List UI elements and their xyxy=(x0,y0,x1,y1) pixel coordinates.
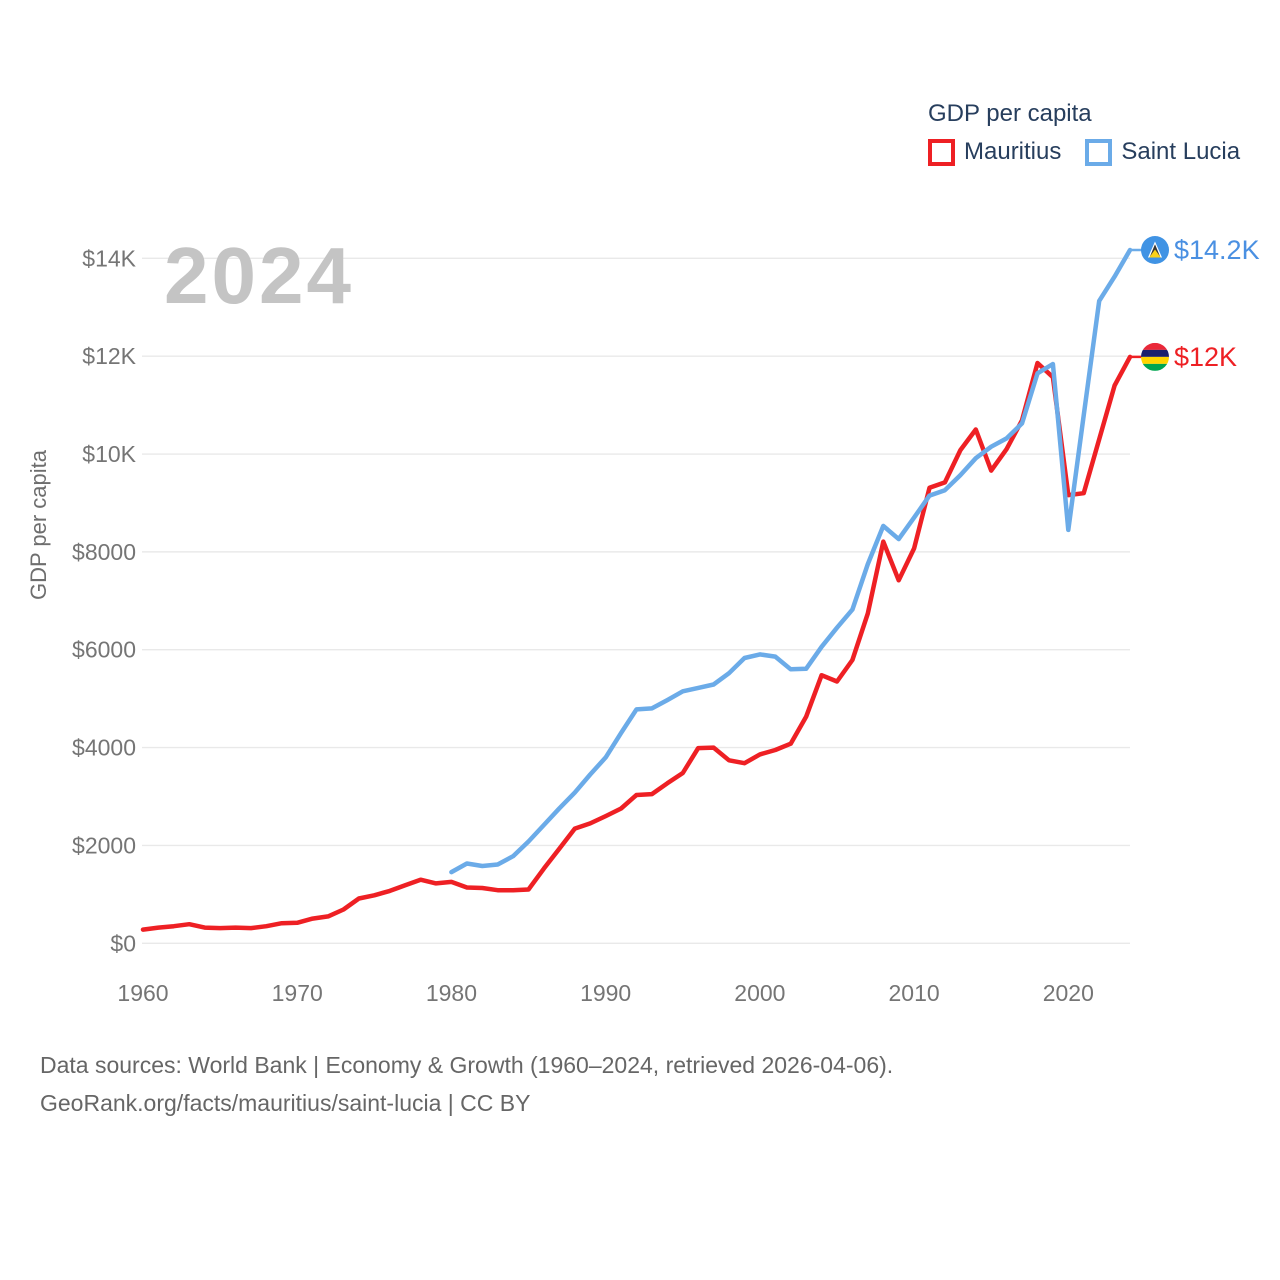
end-labels-layer: $14.2K $12K xyxy=(1141,235,1260,372)
legend: GDP per capita Mauritius Saint Lucia xyxy=(928,100,1264,166)
y-tick-label: $4000 xyxy=(72,735,136,761)
axis-layer: $0 $2000 $4000 $6000 $8000 $10K $12K $14K 1960 19… xyxy=(72,245,1094,1006)
y-tick-label: $6000 xyxy=(72,637,136,663)
legend-swatch-saint-lucia[interactable] xyxy=(1085,138,1113,166)
footer-attribution: GeoRank.org/facts/mauritius/saint-lucia … xyxy=(40,1090,531,1116)
mauritius-flag-icon xyxy=(1141,342,1169,371)
y-axis-title: GDP per capita xyxy=(26,449,51,600)
y-tick-label: $8000 xyxy=(72,539,136,565)
legend-label-mauritius[interactable]: Mauritius xyxy=(964,138,1062,165)
legend-label-saint-lucia[interactable]: Saint Lucia xyxy=(1121,138,1241,165)
gridlines-layer xyxy=(142,257,1130,944)
x-tick-label: 1980 xyxy=(426,980,477,1006)
x-tick-label: 2020 xyxy=(1043,980,1094,1006)
saint-lucia-flag-icon xyxy=(1141,236,1169,264)
end-value-saint-lucia: $14.2K xyxy=(1174,235,1260,265)
legend-title: GDP per capita xyxy=(928,100,1092,127)
legend-swatch-mauritius[interactable] xyxy=(928,138,955,166)
x-tick-label: 1960 xyxy=(117,980,168,1006)
x-tick-label: 2000 xyxy=(734,980,785,1006)
x-tick-label: 1970 xyxy=(272,980,323,1006)
end-value-mauritius: $12K xyxy=(1174,342,1237,372)
gdp-line-chart[interactable]: 2024 $0 $2000 $4000 $6000 $8000 $10K $12K $14K 1… xyxy=(0,0,1280,1030)
footer-data-sources: Data sources: World Bank | Economy & Gro… xyxy=(40,1052,894,1078)
x-tick-label: 2010 xyxy=(889,980,940,1006)
y-tick-label: $10K xyxy=(82,441,136,467)
y-tick-label: $2000 xyxy=(72,832,136,858)
footer: Data sources: World Bank | Economy & Gro… xyxy=(40,1046,893,1122)
y-tick-label: $0 xyxy=(110,930,136,956)
watermark-year: 2024 xyxy=(164,231,354,320)
series-line-saint-lucia xyxy=(449,247,1133,875)
y-tick-label: $14K xyxy=(82,245,136,271)
x-tick-label: 1990 xyxy=(580,980,631,1006)
series-layer xyxy=(140,247,1143,932)
y-tick-label: $12K xyxy=(82,343,136,369)
series-line-mauritius xyxy=(140,354,1133,932)
